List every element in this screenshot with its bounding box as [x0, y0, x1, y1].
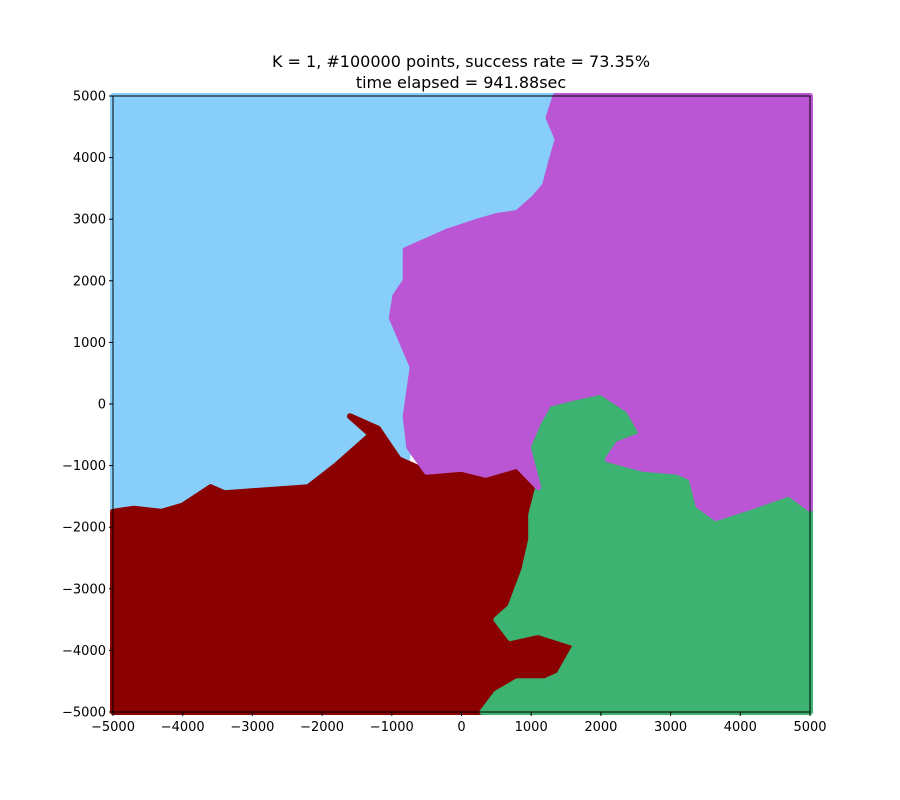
x-tick-label: −1000 — [370, 720, 414, 735]
basin-regions — [110, 93, 813, 715]
x-tick-label: −2000 — [300, 720, 344, 735]
x-tick-label: 1000 — [515, 720, 548, 735]
y-axis: −5000 −4000 −3000 −2000 −1000 0 1000 2000 3000 40… — [62, 90, 113, 721]
x-tick-label: 3000 — [654, 720, 687, 735]
y-tick-label: −4000 — [62, 644, 106, 659]
plot-area — [110, 93, 813, 715]
y-tick-label: −5000 — [62, 706, 106, 721]
y-tick-label: 5000 — [73, 90, 106, 105]
y-tick-label: 4000 — [73, 151, 106, 166]
y-tick-label: −2000 — [62, 521, 106, 536]
y-tick-label: −1000 — [62, 459, 106, 474]
y-tick-label: 3000 — [73, 213, 106, 228]
x-tick-label: 5000 — [793, 720, 826, 735]
x-axis: −5000 −4000 −3000 −2000 −1000 0 1000 2000 3000 40… — [91, 712, 827, 735]
y-tick-label: 2000 — [73, 274, 106, 289]
x-tick-label: 4000 — [724, 720, 757, 735]
y-tick-label: 0 — [98, 398, 106, 413]
basin-region-3 — [388, 93, 813, 521]
x-tick-label: 2000 — [584, 720, 617, 735]
chart-title-line-2: time elapsed = 941.88sec — [356, 73, 566, 92]
y-tick-label: 1000 — [73, 336, 106, 351]
x-tick-label: −3000 — [230, 720, 274, 735]
x-tick-label: 0 — [457, 720, 465, 735]
chart-title-line-1: K = 1, #100000 points, success rate = 73… — [272, 52, 650, 71]
x-tick-label: −5000 — [91, 720, 135, 735]
y-tick-label: −3000 — [62, 582, 106, 597]
x-tick-label: −4000 — [161, 720, 205, 735]
